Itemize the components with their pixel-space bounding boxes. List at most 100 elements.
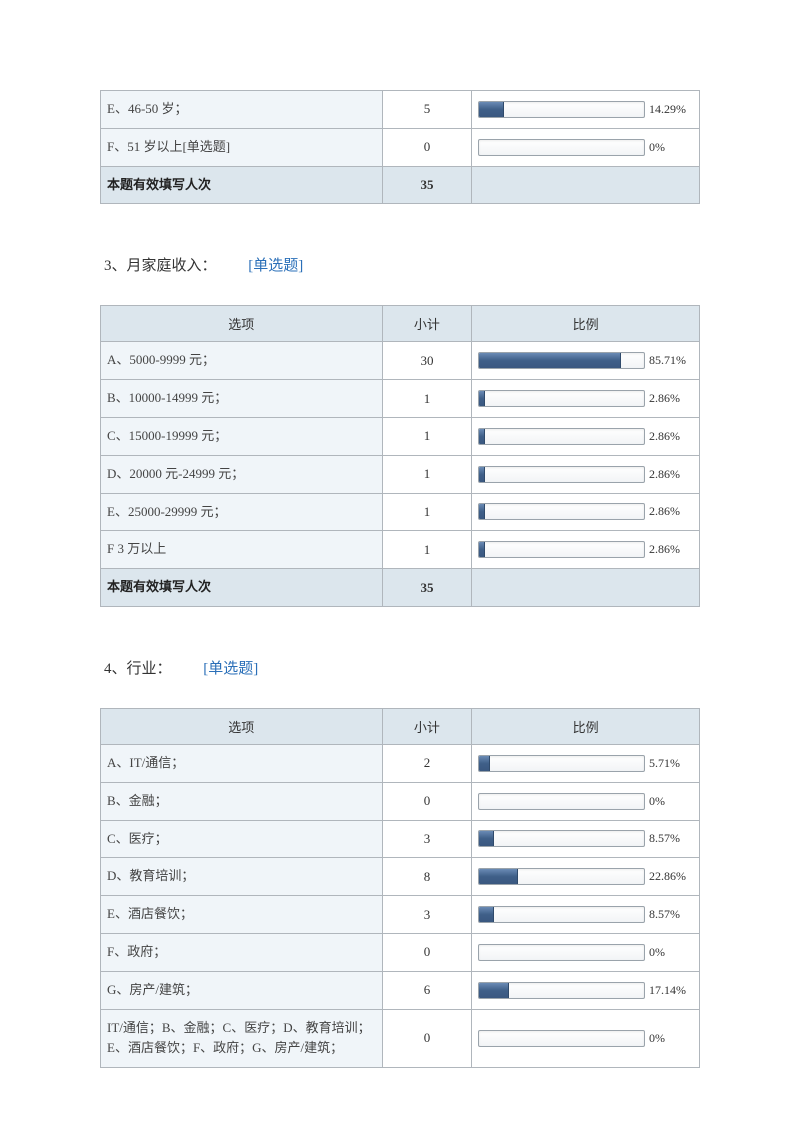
- table-row: A、5000-9999 元；30 85.71%: [101, 342, 700, 380]
- option-bar-cell: 17.14%: [472, 971, 700, 1009]
- progress-bar-fill: [479, 429, 485, 444]
- option-count: 1: [382, 531, 472, 569]
- option-count: 1: [382, 380, 472, 418]
- progress-bar-fill: [479, 467, 485, 482]
- q4-title-text: 4、行业：: [104, 661, 172, 677]
- progress-bar: [478, 390, 645, 407]
- progress-bar-fill: [479, 756, 489, 771]
- q3-table-body: A、5000-9999 元；3085.71%B、10000-14999 元；12…: [101, 342, 700, 569]
- option-bar-cell: 0%: [472, 933, 700, 971]
- table-row: D、教育培训；8 22.86%: [101, 858, 700, 896]
- col-option: 选项: [101, 708, 383, 744]
- top-table-body: E、46-50 岁；514.29%F、51 岁以上[单选题]0 0%: [101, 91, 700, 167]
- option-bar-cell: 2.86%: [472, 493, 700, 531]
- total-empty: [472, 569, 700, 607]
- option-count: 0: [382, 128, 472, 166]
- option-count: 1: [382, 417, 472, 455]
- progress-bar: [478, 466, 645, 483]
- option-label: A、5000-9999 元；: [101, 342, 383, 380]
- option-count: 2: [382, 744, 472, 782]
- option-bar-cell: 22.86%: [472, 858, 700, 896]
- option-count: 0: [382, 1009, 472, 1068]
- progress-bar: [478, 1030, 645, 1047]
- table-row: C、15000-19999 元；1 2.86%: [101, 417, 700, 455]
- option-label: G、房产/建筑；: [101, 971, 383, 1009]
- percent-label: 0%: [649, 794, 693, 809]
- percent-label: 22.86%: [649, 869, 693, 884]
- option-label: F、51 岁以上[单选题]: [101, 128, 383, 166]
- percent-label: 2.86%: [649, 429, 693, 444]
- table-row: C、医疗；38.57%: [101, 820, 700, 858]
- option-label: F 3 万以上: [101, 531, 383, 569]
- percent-label: 2.86%: [649, 467, 693, 482]
- progress-bar: [478, 541, 645, 558]
- progress-bar: [478, 868, 645, 885]
- percent-label: 0%: [649, 140, 693, 155]
- option-bar-cell: 5.71%: [472, 744, 700, 782]
- progress-bar-fill: [479, 869, 518, 884]
- total-label: 本题有效填写人次: [101, 569, 383, 607]
- option-bar-cell: 0%: [472, 782, 700, 820]
- total-empty: [472, 166, 700, 204]
- q3-total-row: 本题有效填写人次 35: [101, 569, 700, 607]
- option-count: 8: [382, 858, 472, 896]
- option-count: 6: [382, 971, 472, 1009]
- table-row: E、46-50 岁；514.29%: [101, 91, 700, 129]
- option-count: 1: [382, 455, 472, 493]
- option-label: D、教育培训；: [101, 858, 383, 896]
- option-label: C、15000-19999 元；: [101, 417, 383, 455]
- total-label: 本题有效填写人次: [101, 166, 383, 204]
- percent-label: 17.14%: [649, 983, 693, 998]
- q3-header-row: 选项 小计 比例: [101, 306, 700, 342]
- q4-table: 选项 小计 比例 A、IT/通信；25.71%B、金融；00%C、医疗；38.5…: [100, 708, 700, 1068]
- progress-bar-fill: [479, 391, 485, 406]
- total-count: 35: [382, 569, 472, 607]
- option-bar-cell: 14.29%: [472, 91, 700, 129]
- option-label: B、10000-14999 元；: [101, 380, 383, 418]
- col-option: 选项: [101, 306, 383, 342]
- option-label: E、25000-29999 元；: [101, 493, 383, 531]
- option-count: 30: [382, 342, 472, 380]
- progress-bar: [478, 755, 645, 772]
- progress-bar: [478, 503, 645, 520]
- option-count: 1: [382, 493, 472, 531]
- progress-bar-fill: [479, 831, 494, 846]
- option-label: B、金融；: [101, 782, 383, 820]
- progress-bar: [478, 793, 645, 810]
- option-bar-cell: 2.86%: [472, 380, 700, 418]
- progress-bar: [478, 944, 645, 961]
- option-bar-cell: 8.57%: [472, 820, 700, 858]
- option-count: 0: [382, 782, 472, 820]
- progress-bar: [478, 101, 645, 118]
- col-ratio: 比例: [472, 708, 700, 744]
- option-label: D、20000 元-24999 元；: [101, 455, 383, 493]
- option-bar-cell: 2.86%: [472, 417, 700, 455]
- table-row: E、酒店餐饮；38.57%: [101, 896, 700, 934]
- table-row: A、IT/通信；25.71%: [101, 744, 700, 782]
- table-row: B、10000-14999 元；12.86%: [101, 380, 700, 418]
- percent-label: 0%: [649, 1031, 693, 1046]
- q4-table-body: A、IT/通信；25.71%B、金融；00%C、医疗；38.57%D、教育培训；…: [101, 744, 700, 1067]
- top-table-total-row: 本题有效填写人次 35: [101, 166, 700, 204]
- progress-bar-fill: [479, 542, 485, 557]
- progress-bar-fill: [479, 353, 621, 368]
- percent-label: 14.29%: [649, 102, 693, 117]
- option-bar-cell: 2.86%: [472, 455, 700, 493]
- table-row: F 3 万以上12.86%: [101, 531, 700, 569]
- option-bar-cell: 8.57%: [472, 896, 700, 934]
- option-bar-cell: 85.71%: [472, 342, 700, 380]
- option-count: 3: [382, 820, 472, 858]
- percent-label: 85.71%: [649, 353, 693, 368]
- col-count: 小计: [382, 306, 472, 342]
- table-row: F、51 岁以上[单选题]0 0%: [101, 128, 700, 166]
- table-row: F、政府；00%: [101, 933, 700, 971]
- option-bar-cell: 2.86%: [472, 531, 700, 569]
- top-fragment-table: E、46-50 岁；514.29%F、51 岁以上[单选题]0 0% 本题有效填写…: [100, 90, 700, 204]
- option-count: 3: [382, 896, 472, 934]
- progress-bar-fill: [479, 907, 494, 922]
- progress-bar: [478, 428, 645, 445]
- percent-label: 5.71%: [649, 756, 693, 771]
- progress-bar-fill: [479, 102, 504, 117]
- percent-label: 8.57%: [649, 831, 693, 846]
- q3-title: 3、月家庭收入： [单选题]: [104, 254, 700, 275]
